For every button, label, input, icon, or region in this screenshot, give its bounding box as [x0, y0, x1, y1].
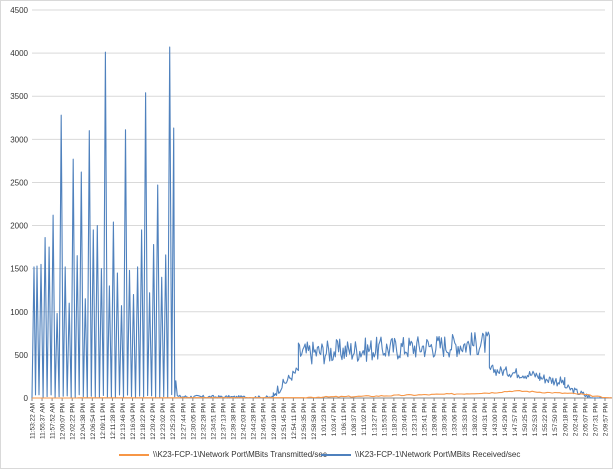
x-tick-label: 1:03:47 PM: [331, 403, 338, 436]
x-tick-label: 1:23:13 PM: [412, 403, 419, 436]
x-tick-label: 12:32:28 PM: [200, 403, 207, 440]
x-tick-label: 1:15:53 PM: [381, 403, 388, 436]
x-tick-label: 12:39:38 PM: [231, 403, 238, 440]
series-transmitted-line: [32, 390, 612, 399]
y-tick-label: 500: [15, 351, 29, 360]
x-tick-label: 2:05:07 PM: [582, 403, 589, 436]
x-tick-label: 12:11:28 PM: [110, 403, 117, 439]
x-tick-label: 1:50:25 PM: [522, 403, 529, 436]
x-tick-label: 12:13:46 PM: [120, 403, 127, 440]
x-tick-label: 1:43:00 PM: [492, 403, 499, 436]
x-tick-label: 12:34:51 PM: [210, 403, 217, 440]
y-tick-label: 2500: [10, 178, 28, 187]
x-tick-label: 2:09:57 PM: [603, 403, 610, 436]
x-tick-label: 1:52:53 PM: [532, 403, 539, 436]
y-tick-label: 1500: [10, 265, 28, 274]
x-tick-label: 1:30:36 PM: [442, 403, 449, 436]
x-tick-label: 1:13:27 PM: [371, 403, 378, 436]
x-tick-label: 12:44:28 PM: [251, 403, 258, 440]
x-tick-label: 12:37:13 PM: [221, 403, 228, 440]
x-tick-label: 12:49:19 PM: [271, 403, 278, 440]
x-tick-label: 12:46:54 PM: [261, 403, 268, 440]
x-tick-label: 11:53:22 AM: [30, 403, 37, 439]
x-tick-label: 1:47:57 PM: [512, 403, 519, 436]
x-tick-label: 1:06:11 PM: [341, 403, 348, 436]
x-tick-label: 2:02:43 PM: [572, 403, 579, 436]
y-tick-label: 3000: [10, 135, 28, 144]
x-tick-label: 1:25:41 PM: [422, 403, 429, 436]
x-tick-label: 12:54:11 PM: [291, 403, 298, 439]
y-axis-tick-labels: 0 500 1000 1500 2000 2500 3000 3500 4000 4500: [10, 6, 28, 403]
x-tick-label: 12:20:42 PM: [150, 403, 157, 440]
x-tick-label: 1:57:50 PM: [552, 403, 559, 436]
x-tick-label: 12:58:58 PM: [311, 403, 318, 440]
x-tick-label: 12:30:05 PM: [190, 403, 197, 440]
legend-item-received: \\K23-FCP-1\Network Port\MBits Received/…: [321, 450, 520, 459]
x-tick-label: 12:56:35 PM: [301, 403, 308, 440]
x-tick-label: 12:06:54 PM: [90, 403, 97, 440]
x-tick-label: 1:40:31 PM: [482, 403, 489, 436]
x-tick-label: 1:35:33 PM: [462, 403, 469, 436]
legend-label-transmitted: \\K23-FCP-1\Network Port\MBits Transmitt…: [153, 450, 327, 459]
x-tick-label: 12:18:22 PM: [140, 403, 147, 440]
y-tick-label: 0: [24, 394, 29, 403]
x-tick-label: 12:25:23 PM: [170, 403, 177, 440]
x-tick-label: 1:45:29 PM: [502, 403, 509, 436]
x-tick-label: 11:57:52 AM: [50, 403, 57, 439]
series-received-line: [31, 46, 612, 399]
gridlines: [32, 9, 605, 399]
y-tick-label: 2000: [10, 222, 28, 231]
x-tick-label: 12:00:07 PM: [60, 403, 67, 440]
x-tick-label: 12:23:02 PM: [160, 403, 167, 440]
legend-label-received: \\K23-FCP-1\Network Port\MBits Received/…: [355, 450, 521, 459]
x-tick-label: 2:07:31 PM: [592, 403, 599, 436]
legend-swatch-received: [321, 453, 351, 456]
x-tick-label: 1:01:23 PM: [321, 403, 328, 436]
y-tick-label: 1000: [10, 308, 28, 317]
x-tick-label: 2:00:18 PM: [562, 403, 569, 436]
x-tick-label: 1:20:46 PM: [401, 403, 408, 436]
x-tick-label: 1:38:02 PM: [472, 403, 479, 436]
x-tick-label: 12:42:03 PM: [241, 403, 248, 440]
legend-item-transmitted: \\K23-FCP-1\Network Port\MBits Transmitt…: [119, 450, 327, 459]
x-tick-label: 12:09:11 PM: [100, 403, 107, 439]
x-tick-label: 12:51:45 PM: [281, 403, 288, 440]
x-tick-label: 12:04:38 PM: [80, 403, 87, 440]
legend-swatch-transmitted: [119, 453, 149, 456]
x-tick-label: 1:55:22 PM: [542, 403, 549, 436]
x-tick-label: 1:08:37 PM: [351, 403, 358, 436]
series-lines: [31, 46, 612, 399]
x-tick-label: 12:27:44 PM: [180, 403, 187, 440]
y-tick-label: 3500: [10, 92, 28, 101]
x-axis: [31, 397, 606, 401]
x-tick-label: 11:55:37 AM: [40, 403, 47, 439]
y-tick-label: 4500: [10, 6, 28, 15]
x-tick-label: 12:16:04 PM: [130, 403, 137, 440]
x-tick-label: 1:18:20 PM: [391, 403, 398, 436]
x-axis-tick-labels: 11:53:22 AM 11:55:37 AM 11:57:52 AM 12:00:0…: [30, 403, 610, 440]
x-tick-label: 12:02:22 PM: [70, 403, 77, 440]
x-tick-label: 1:33:06 PM: [452, 403, 459, 436]
x-tick-label: 1:11:02 PM: [361, 403, 368, 436]
x-tick-label: 1:28:08 PM: [432, 403, 439, 436]
y-tick-label: 4000: [10, 49, 28, 58]
